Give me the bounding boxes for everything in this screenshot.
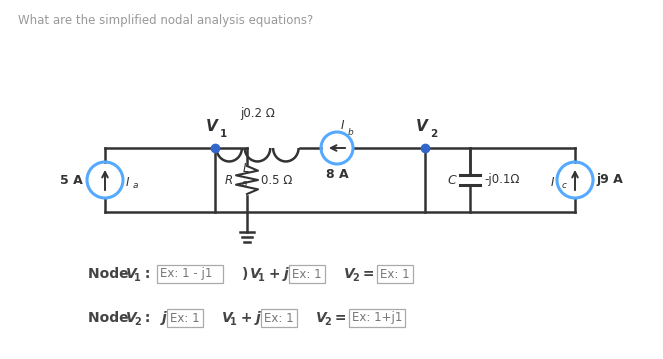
Text: Ex: 1: Ex: 1: [264, 312, 294, 325]
Text: 1: 1: [258, 273, 265, 283]
Text: +: +: [236, 311, 257, 325]
Text: Node: Node: [88, 311, 133, 325]
Text: V: V: [344, 267, 355, 281]
Text: C: C: [448, 173, 456, 186]
Text: j: j: [162, 311, 167, 325]
Text: 1: 1: [134, 273, 141, 283]
Text: :: :: [140, 311, 155, 325]
Text: =: =: [358, 267, 379, 281]
Text: =: =: [330, 311, 351, 325]
Text: R: R: [225, 173, 233, 186]
Text: 0.5 Ω: 0.5 Ω: [261, 173, 292, 186]
Text: V: V: [126, 267, 137, 281]
Text: Ex: 1: Ex: 1: [380, 267, 410, 280]
Text: 5 A: 5 A: [60, 173, 83, 186]
Text: What are the simplified nodal analysis equations?: What are the simplified nodal analysis e…: [18, 14, 313, 27]
Text: V: V: [126, 311, 137, 325]
Text: b: b: [348, 128, 354, 137]
Text: +: +: [264, 267, 285, 281]
Text: j: j: [284, 267, 289, 281]
Text: -j0.1Ω: -j0.1Ω: [484, 173, 520, 186]
Text: I: I: [126, 176, 129, 188]
Text: Node: Node: [88, 267, 133, 281]
Text: I: I: [341, 119, 345, 132]
Text: Ex: 1 - j1: Ex: 1 - j1: [160, 267, 220, 280]
Text: 1: 1: [230, 317, 237, 327]
Text: Ex: 1: Ex: 1: [292, 267, 322, 280]
Text: j9 A: j9 A: [596, 173, 623, 186]
Text: j0.2 Ω: j0.2 Ω: [240, 107, 275, 120]
Text: V: V: [316, 311, 327, 325]
Text: 8 A: 8 A: [326, 168, 348, 181]
Text: a: a: [242, 178, 247, 187]
Text: j: j: [256, 311, 261, 325]
Text: L: L: [242, 162, 249, 175]
Text: ): ): [242, 267, 249, 281]
Text: 1: 1: [220, 129, 227, 139]
Text: 2: 2: [352, 273, 359, 283]
Text: V: V: [206, 119, 218, 134]
Text: 2: 2: [134, 317, 141, 327]
Text: V: V: [416, 119, 428, 134]
Text: Ex: 1: Ex: 1: [170, 312, 200, 325]
Text: V: V: [222, 311, 233, 325]
Text: c: c: [562, 181, 567, 190]
Text: I: I: [550, 176, 554, 188]
Text: 2: 2: [324, 317, 331, 327]
Text: a: a: [133, 181, 139, 190]
Text: Ex: 1+j1: Ex: 1+j1: [352, 312, 402, 325]
Text: V: V: [250, 267, 261, 281]
Text: 2: 2: [430, 129, 438, 139]
Text: :: :: [140, 267, 155, 281]
